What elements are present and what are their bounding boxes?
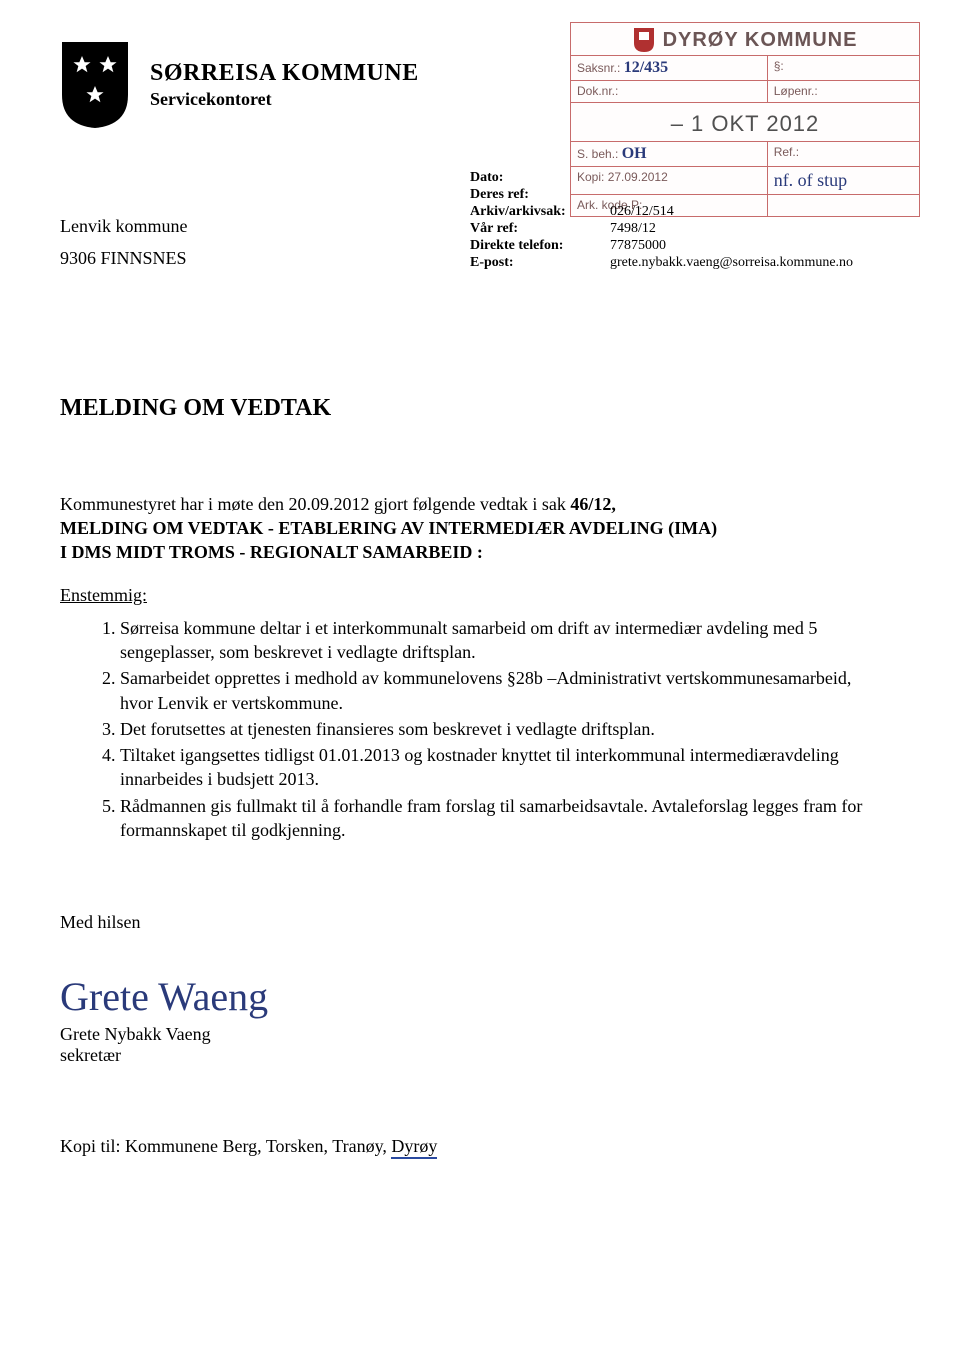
stamp-title: DYRØY KOMMUNE [571,23,919,56]
unanimous-label: Enstemmig: [60,585,900,606]
resolution-item: Sørreisa kommune deltar i et interkommun… [120,616,900,665]
signature-name: Grete Nybakk Vaeng [60,1024,900,1045]
ref-vaar-value: 7498/12 [610,221,656,237]
case-title-line2: I DMS MIDT TROMS - REGIONALT SAMARBEID : [60,542,483,562]
sender-shield-icon [60,40,130,130]
resolution-item: Tiltaket igangsettes tidligst 01.01.2013… [120,743,900,792]
stamp-title-text: DYRØY KOMMUNE [663,29,858,52]
ref-arkiv-label: Arkiv/arkivsak: [470,204,610,220]
closing: Med hilsen [60,912,900,933]
ref-deres-label: Deres ref: [470,187,610,203]
signature-title: sekretær [60,1045,900,1066]
copy-line: Kopi til: Kommunene Berg, Torsken, Tranø… [60,1136,900,1157]
sender-department: Servicekontoret [150,89,419,110]
stamp-shield-icon [633,27,655,53]
document-title: MELDING OM VEDTAK [60,395,900,422]
resolution-list: Sørreisa kommune deltar i et interkommun… [120,616,900,843]
ref-dato-label: Dato: [470,170,610,186]
resolution-item: Rådmannen gis fullmakt til å forhandle f… [120,794,900,843]
stamp-saksnr: Saksnr.: 12/435 [571,56,768,81]
stamp-sbeh: S. beh.: OH [571,142,768,167]
stamp-sbeh-value: OH [622,145,647,162]
intro-paragraph: Kommunestyret har i møte den 20.09.2012 … [60,492,900,565]
case-number: 46/12, [570,494,616,514]
copy-last-underlined: Dyrøy [391,1136,437,1159]
signature-script: Grete Waeng [60,973,900,1020]
resolution-item: Det forutsettes at tjenesten finansieres… [120,717,900,741]
stamp-saksnr-value: 12/435 [624,59,668,76]
ref-arkiv-value: 026/12/514 [610,204,674,220]
ref-tel-label: Direkte telefon: [470,238,610,254]
resolution-item: Samarbeidet opprettes i medhold av kommu… [120,666,900,715]
ref-vaar-label: Vår ref: [470,221,610,237]
case-title-line1: MELDING OM VEDTAK - ETABLERING AV INTERM… [60,518,717,538]
reference-block: Dato: Deres ref: Arkiv/arkivsak:026/12/5… [470,170,853,272]
intro-prefix: Kommunestyret har i møte den 20.09.2012 … [60,494,570,514]
ref-epost-label: E-post: [470,255,610,271]
sender-name: SØRREISA KOMMUNE [150,60,419,87]
sender-block: SØRREISA KOMMUNE Servicekontoret [150,60,419,110]
stamp-paragraph: §: [768,56,919,81]
ref-tel-value: 77875000 [610,238,666,254]
copy-prefix: Kopi til: Kommunene Berg, Torsken, Tranø… [60,1136,391,1156]
stamp-received-date: – 1 OKT 2012 [571,103,919,142]
stamp-lopenr: Løpenr.: [768,81,919,103]
ref-epost-value: grete.nybakk.vaeng@sorreisa.kommune.no [610,255,853,271]
stamp-doknr: Dok.nr.: [571,81,768,103]
stamp-ref: Ref.: [768,142,919,167]
